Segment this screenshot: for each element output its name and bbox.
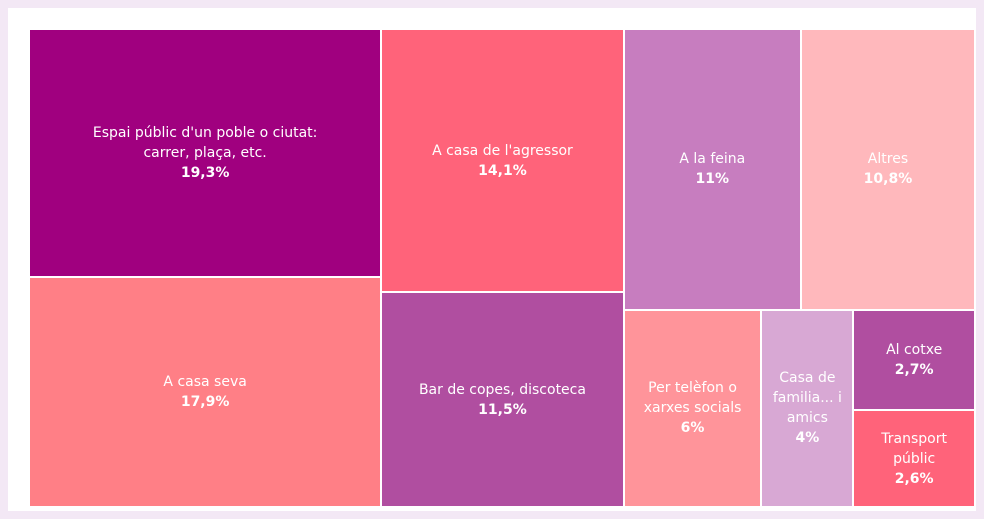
cell-value-label: 4% <box>795 430 820 447</box>
cell-label: Bar de copes, discoteca <box>418 381 586 398</box>
treemap-cell: A la feina 11% <box>623 29 801 310</box>
treemap-cell: Per telèfon o xarxes socials 6% <box>623 309 762 507</box>
cell-text: Per telèfon o xarxes socials 6% <box>635 378 751 438</box>
cell-label: Altres <box>867 151 909 168</box>
treemap-cell: A casa seva 17,9% <box>29 276 382 507</box>
cell-value-label: 2,7% <box>894 362 934 379</box>
treemap-cell: Casa de familia... i amics 4% <box>761 309 854 507</box>
cell-text: Espai públic d'un poble o ciutat: carrer… <box>75 123 335 183</box>
treemap-cell: Transport públic 2,6% <box>853 410 975 507</box>
treemap-cell: Al cotxe 2,7% <box>853 309 975 411</box>
cell-label: Transport públic <box>881 430 947 467</box>
cell-value-label: 11,5% <box>478 401 527 418</box>
cell-text: A casa seva 17,9% <box>163 372 246 412</box>
cell-label: A casa de l'agressor <box>432 142 573 159</box>
cell-label: Per telèfon o xarxes socials <box>643 380 742 417</box>
treemap-cell: Bar de copes, discoteca 11,5% <box>381 292 624 507</box>
cell-label: Casa de familia... i amics <box>772 370 842 427</box>
cell-label: A casa seva <box>163 373 247 390</box>
cell-label: A la feina <box>679 151 746 168</box>
treemap-cell: Altres 10,8% <box>800 29 975 310</box>
cell-text: Bar de copes, discoteca 11,5% <box>419 380 586 420</box>
cell-label: Espai públic d'un poble o ciutat: carrer… <box>92 124 318 161</box>
cell-text: Casa de familia... i amics 4% <box>772 368 842 448</box>
cell-value-label: 2,6% <box>894 470 934 487</box>
cell-text: Altres 10,8% <box>864 149 913 189</box>
cell-value-label: 6% <box>680 420 705 437</box>
cell-text: Transport públic 2,6% <box>864 429 964 489</box>
cell-value-label: 10,8% <box>863 171 913 188</box>
cell-text: Al cotxe 2,7% <box>886 340 942 380</box>
cell-value-label: 19,3% <box>180 164 230 181</box>
treemap-cell: A casa de l'agressor 14,1% <box>381 29 624 293</box>
treemap-cell: Espai públic d'un poble o ciutat: carrer… <box>29 29 382 277</box>
cell-value-label: 11% <box>695 171 730 188</box>
chart-panel: Espai públic d'un poble o ciutat: carrer… <box>8 8 976 511</box>
cell-text: A casa de l'agressor 14,1% <box>432 141 573 181</box>
cell-value-label: 14,1% <box>478 162 527 179</box>
cell-value-label: 17,9% <box>180 393 230 410</box>
cell-label: Al cotxe <box>886 342 943 359</box>
cell-text: A la feina 11% <box>679 149 745 189</box>
